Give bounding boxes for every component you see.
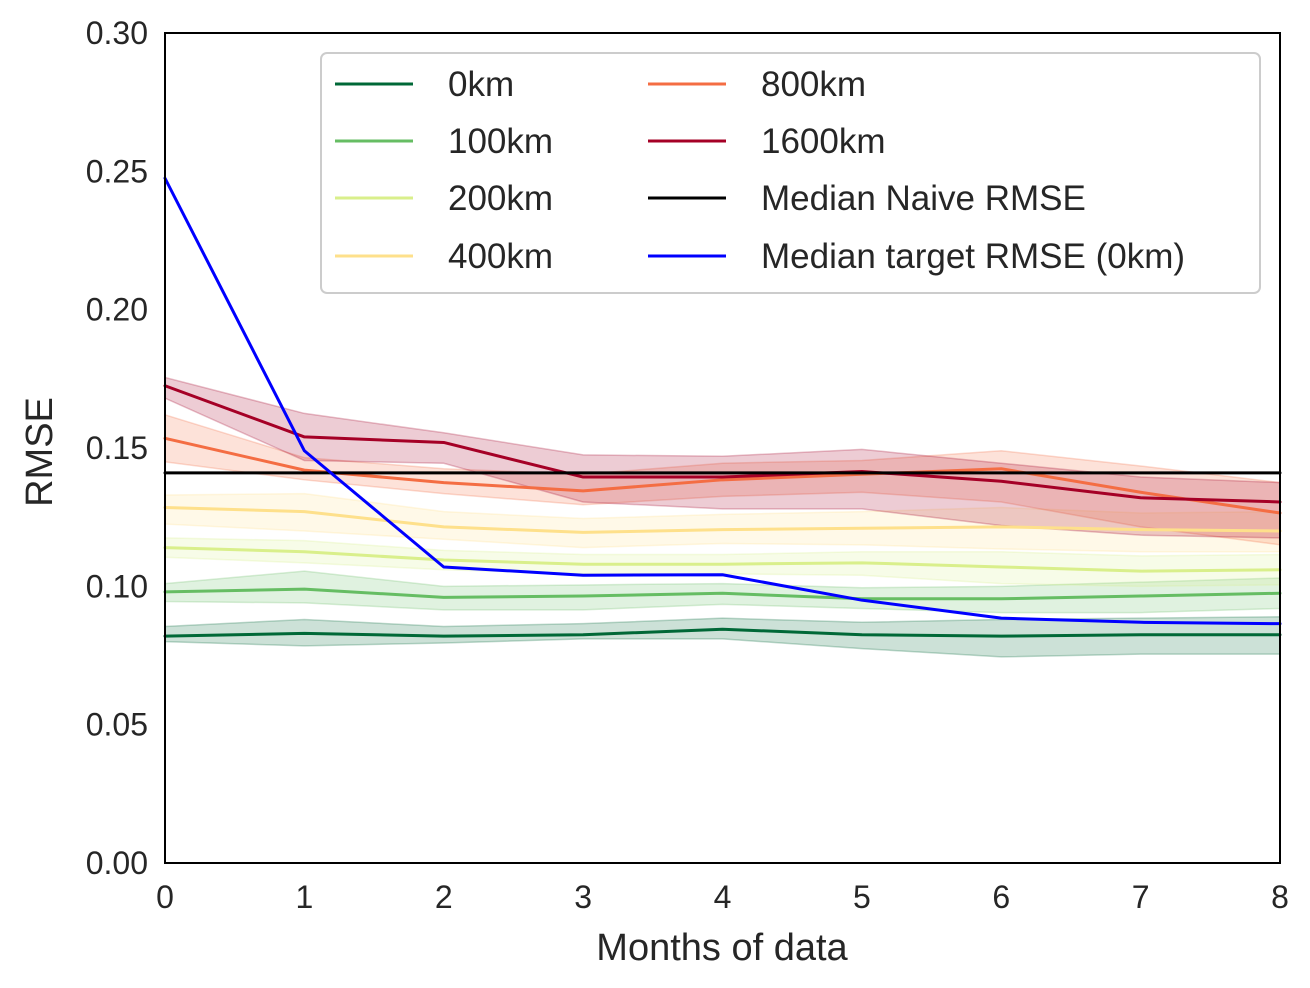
x-tick-label: 4 <box>714 879 732 915</box>
legend-label-400km: 400km <box>448 237 553 276</box>
legend-label-1600km: 1600km <box>761 122 886 161</box>
x-tick-label: 7 <box>1132 879 1150 915</box>
legend: 0km 100km 200km 400km 800km 1600km Median Naiv… <box>320 52 1261 294</box>
y-tick-label: 0.25 <box>86 153 148 189</box>
y-tick-label: 0.10 <box>86 568 148 604</box>
legend-label-200km: 200km <box>448 179 553 218</box>
x-tick-label: 0 <box>156 879 174 915</box>
legend-label-100km: 100km <box>448 122 553 161</box>
y-axis-ticks: 0.00 0.05 0.10 0.15 0.20 0.25 0.30 <box>86 15 148 881</box>
y-axis-label: RMSE <box>19 397 61 507</box>
x-tick-label: 6 <box>992 879 1010 915</box>
series-line-200km <box>163 546 1282 573</box>
confidence-bands <box>164 376 1281 658</box>
x-tick-label: 2 <box>435 879 453 915</box>
series-line-400km <box>163 505 1282 534</box>
legend-box <box>320 52 1261 294</box>
legend-label-800km: 800km <box>761 65 866 104</box>
y-tick-label: 0.05 <box>86 707 148 743</box>
y-tick-label: 0.20 <box>86 292 148 328</box>
legend-label-median-naive-rmse: Median Naive RMSE <box>761 179 1086 218</box>
legend-label-0km: 0km <box>448 65 514 104</box>
x-tick-label: 5 <box>853 879 871 915</box>
x-axis-ticks: 0 1 2 3 4 5 6 7 8 <box>156 879 1289 915</box>
x-tick-label: 1 <box>295 879 313 915</box>
series-line-0km <box>163 627 1282 638</box>
legend-label-median-target-rmse-0km: Median target RMSE (0km) <box>761 237 1185 276</box>
series-lines <box>163 176 1282 638</box>
x-axis-label: Months of data <box>596 927 848 969</box>
series-line-1600km <box>163 384 1282 504</box>
x-tick-label: 3 <box>574 879 592 915</box>
plot-frame <box>164 32 1281 864</box>
series-line-100km <box>163 587 1282 601</box>
y-tick-label: 0.15 <box>86 430 148 466</box>
y-tick-label: 0.00 <box>86 845 148 881</box>
series-line-median-target-rmse-0km <box>163 176 1282 626</box>
y-tick-label: 0.30 <box>86 15 148 51</box>
x-tick-label: 8 <box>1271 879 1289 915</box>
